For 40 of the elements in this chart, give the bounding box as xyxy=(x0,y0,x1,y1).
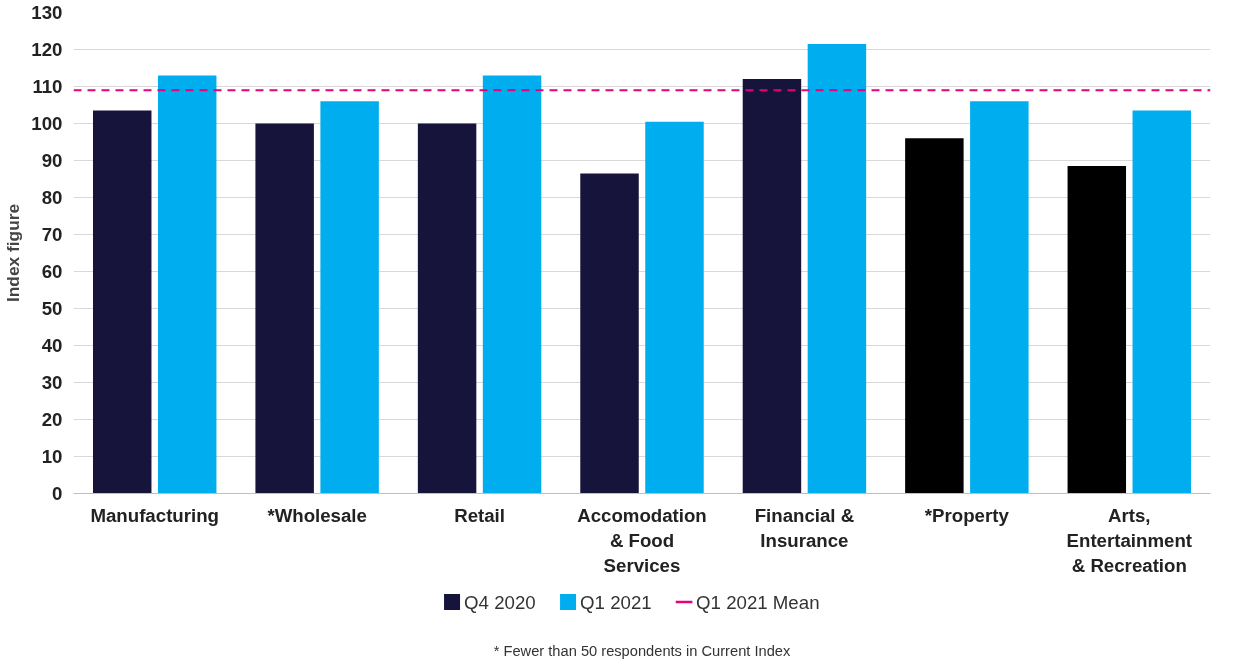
y-tick-label: 100 xyxy=(31,113,63,134)
y-axis-title: Index figure xyxy=(3,203,24,303)
bar xyxy=(320,101,379,494)
y-tick-label: 120 xyxy=(31,39,63,60)
bar xyxy=(905,138,964,494)
legend-label: Q1 2021 Mean xyxy=(696,591,820,613)
y-tick-label: 90 xyxy=(41,150,63,171)
y-tick-label: 50 xyxy=(41,298,63,319)
y-tick-label: 30 xyxy=(41,372,63,393)
x-tick-label: Retail xyxy=(454,504,505,526)
x-tick-label: Financial & Insurance xyxy=(754,504,855,551)
bar xyxy=(417,123,477,494)
x-tick-label: *Property xyxy=(924,504,1010,526)
text: * Fewer than 50 respondents in Current Index xyxy=(493,643,791,660)
legend-label: Q1 2021 xyxy=(580,591,652,613)
bar xyxy=(1132,110,1192,494)
bar xyxy=(742,79,802,494)
x-tick-label: Arts, Entertainment & Recreation xyxy=(1066,504,1193,576)
bar xyxy=(157,75,217,494)
bar xyxy=(970,101,1029,494)
bar xyxy=(92,110,152,494)
y-tick-label: 40 xyxy=(41,335,63,356)
y-tick-label: 10 xyxy=(41,446,63,467)
x-tick-label: *Wholesale xyxy=(267,504,367,526)
y-tick-label: 0 xyxy=(52,483,63,504)
bar xyxy=(255,123,314,494)
bar xyxy=(482,75,542,494)
y-tick-label: 80 xyxy=(41,187,63,208)
y-tick-label: 70 xyxy=(41,224,63,245)
y-tick-label: 60 xyxy=(41,261,63,282)
y-tick-label: 20 xyxy=(41,409,63,430)
bar xyxy=(807,43,867,494)
x-tick-label: Manufacturing xyxy=(90,504,219,526)
bar xyxy=(580,173,639,494)
y-tick-label: 130 xyxy=(31,2,63,23)
legend-label: Q4 2020 xyxy=(464,591,536,613)
bar xyxy=(645,121,704,494)
y-tick-label: 110 xyxy=(32,76,63,97)
bar xyxy=(1067,166,1127,494)
x-tick-label: Accomodation & Food Services xyxy=(577,504,707,576)
